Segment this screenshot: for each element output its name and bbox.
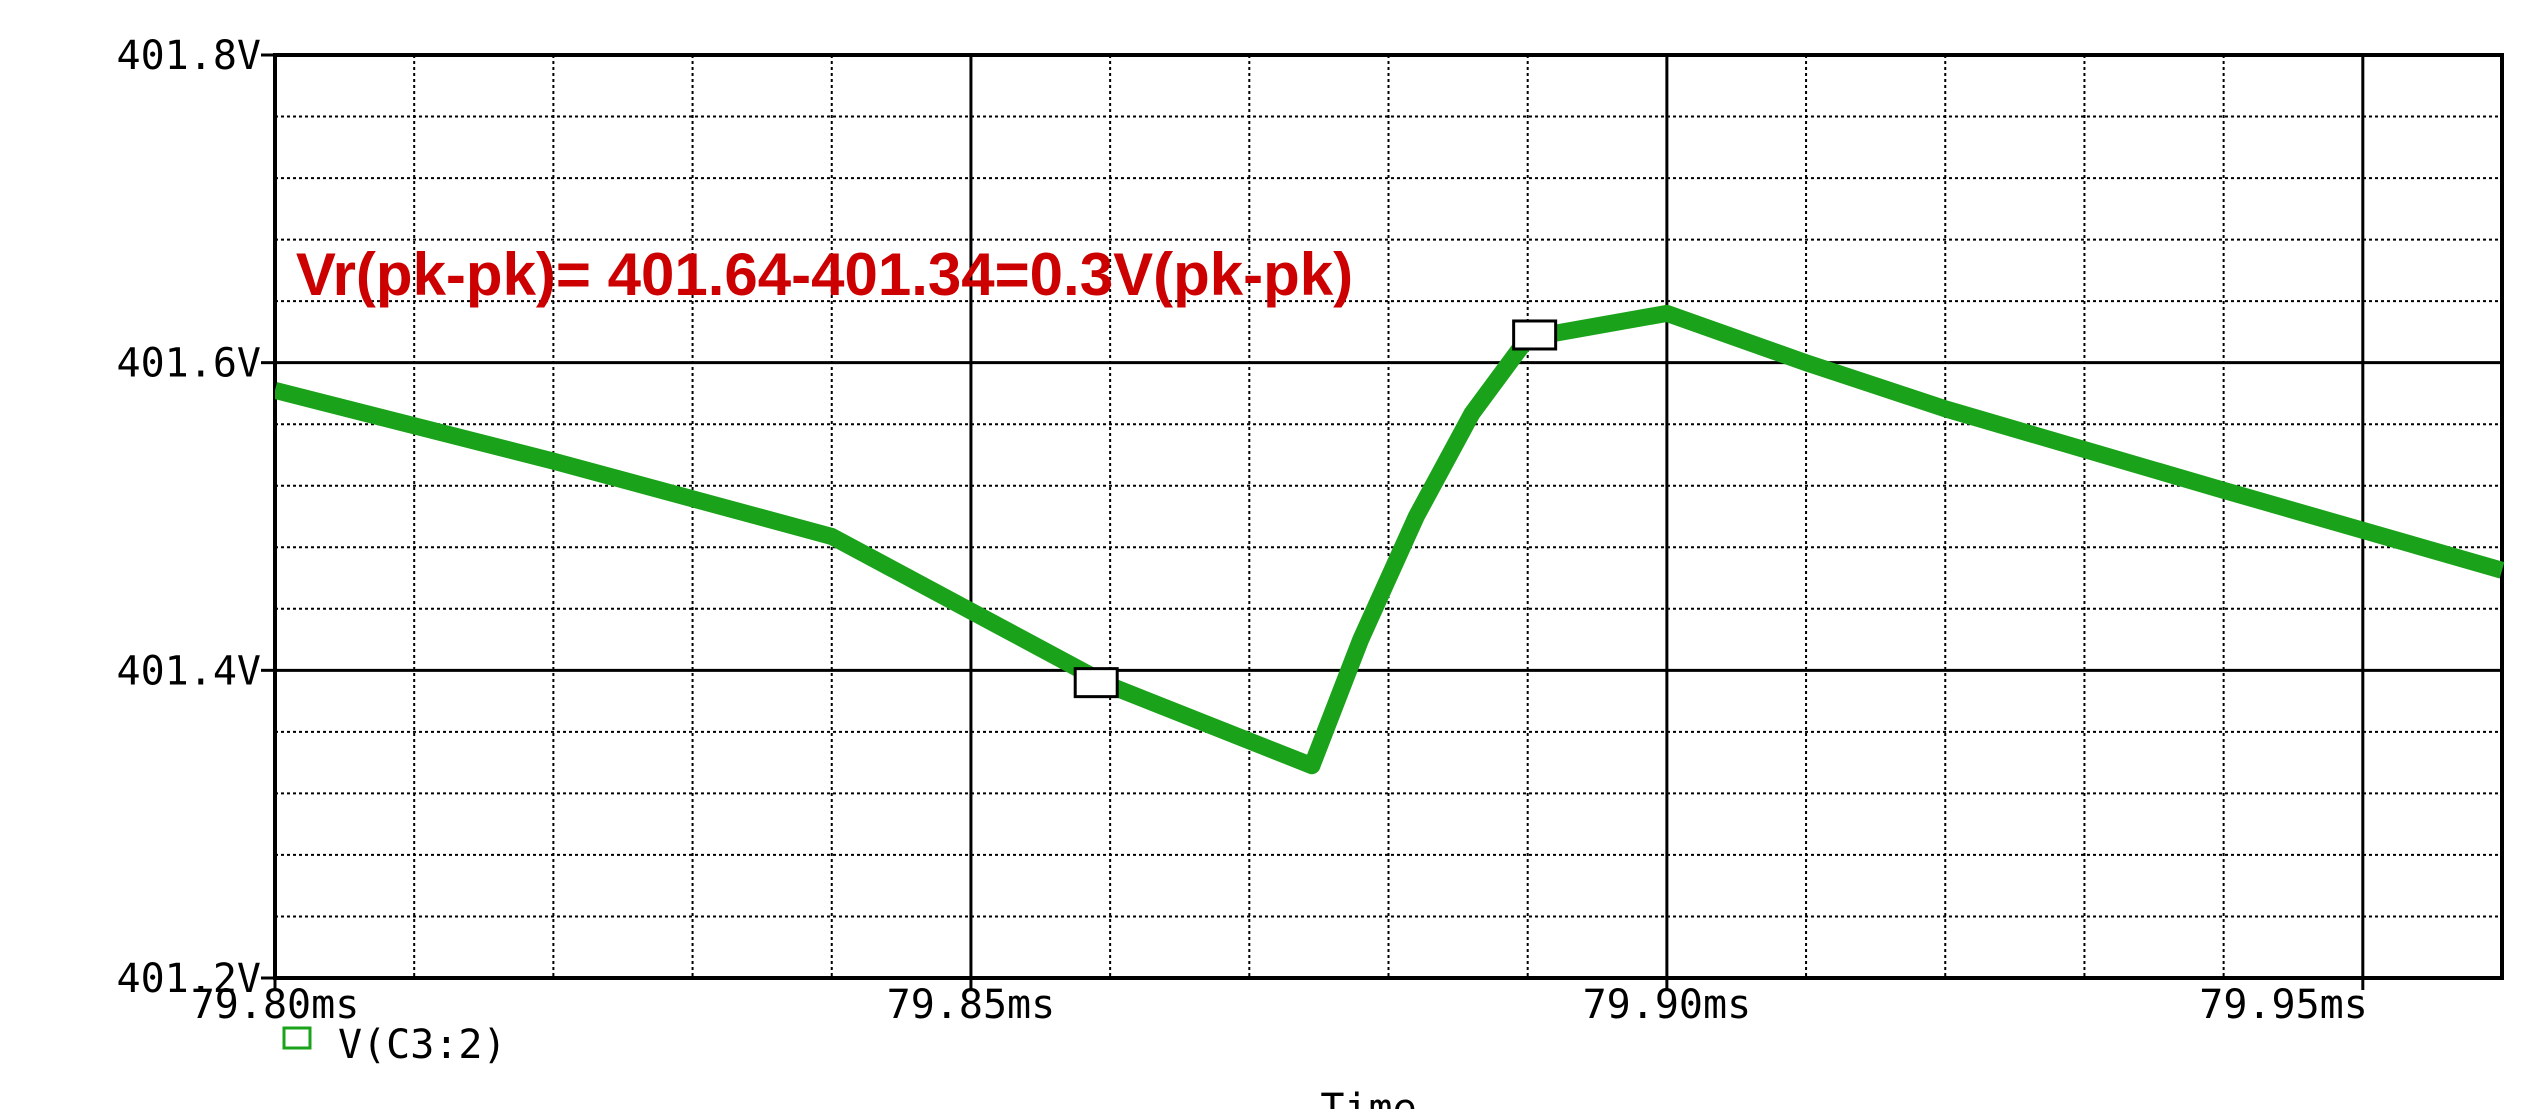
legend-label: V(C3:2): [338, 1022, 507, 1068]
major-grid: [275, 55, 2502, 978]
y-tick-label: 401.4V: [117, 648, 262, 694]
cursor-marker: [1512, 319, 1558, 351]
plot-frame: [273, 53, 2504, 980]
ripple-annotation: Vr(pk-pk)= 401.64-401.34=0.3V(pk-pk): [296, 241, 1353, 308]
x-tick-label: 79.80ms: [191, 982, 360, 1028]
cursor-marker: [1073, 667, 1119, 699]
axis-ticks: [261, 53, 2365, 990]
x-axis-tick-labels: 79.80ms 79.85ms 79.90ms 79.95ms: [191, 982, 2368, 1028]
legend-swatch-icon: [282, 1026, 312, 1050]
x-tick-label: 79.85ms: [887, 982, 1056, 1028]
y-axis-tick-labels: 401.2V 401.4V 401.6V 401.8V: [117, 33, 262, 1002]
cursor-markers: [1073, 319, 1558, 699]
y-tick-label: 401.2V: [117, 956, 262, 1002]
y-tick-label: 401.8V: [117, 33, 262, 79]
series-layer: [275, 304, 2505, 775]
series-line: [275, 304, 2505, 775]
x-tick-label: 79.90ms: [1583, 982, 1752, 1028]
x-axis-label: Time: [1320, 1086, 1416, 1109]
legend: V(C3:2): [282, 1022, 507, 1068]
x-tick-label: 79.95ms: [2199, 982, 2368, 1028]
y-tick-label: 401.6V: [117, 341, 262, 387]
